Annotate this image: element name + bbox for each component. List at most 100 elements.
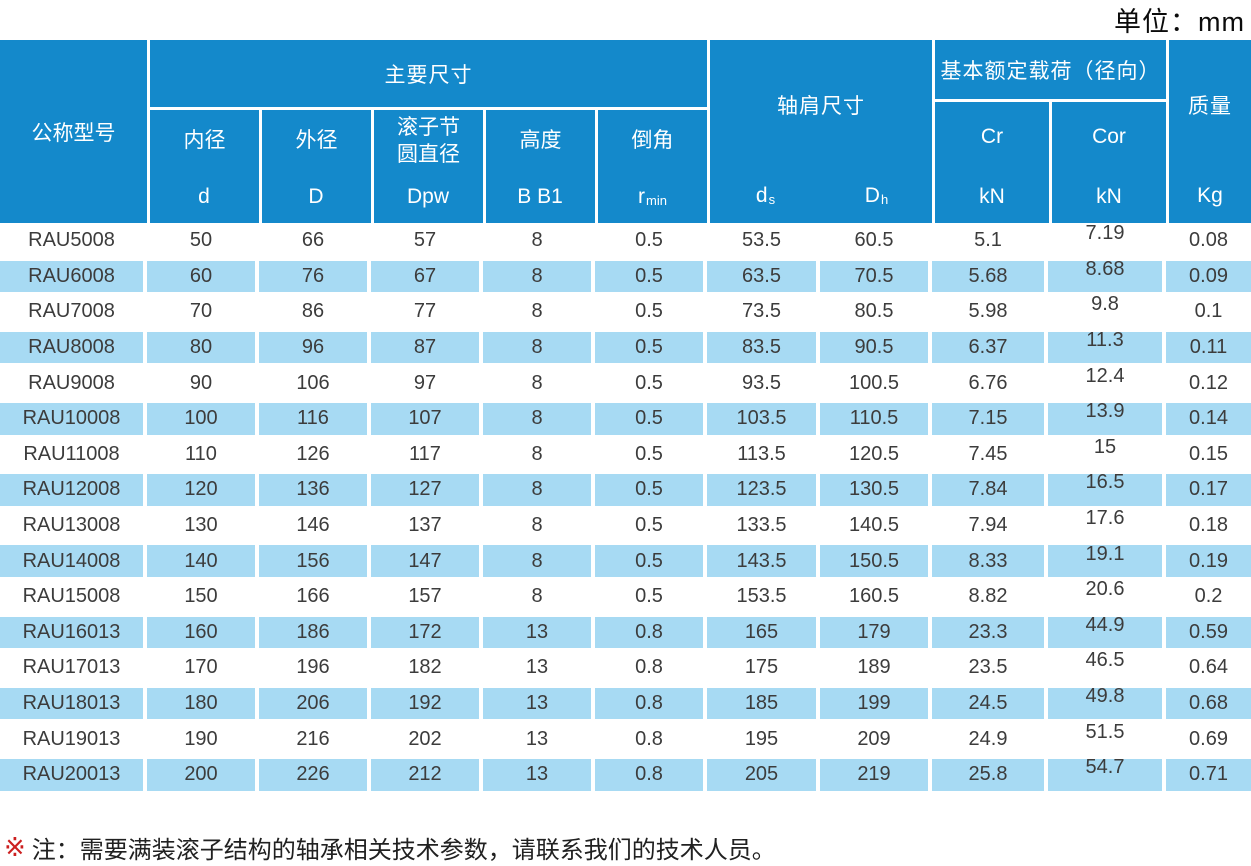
cell-inner-d: 150: [147, 578, 259, 615]
cell-mass: 0.1: [1166, 294, 1251, 330]
cell-cor: 20.6: [1048, 578, 1166, 615]
cell-cor: 11.3: [1048, 329, 1166, 366]
spec-table: 公称型号 主要尺寸 内径 d 外径 D 滚子节 圆直径 Dpw: [0, 40, 1251, 793]
cell-ds: 113.5: [707, 436, 820, 473]
cell-outer-d: 226: [259, 756, 371, 793]
cell-height: 13: [483, 650, 595, 686]
cell-ds: 165: [707, 614, 820, 651]
cell-cor: 15: [1048, 436, 1166, 473]
table-row: RAU13008 130 146 137 8 0.5 133.5 140.5 7…: [0, 507, 1251, 544]
cell-model: RAU16013: [0, 614, 147, 651]
cell-cor: 9.8: [1048, 293, 1166, 330]
cell-inner-d: 80: [147, 329, 259, 366]
cell-height: 8: [483, 258, 595, 295]
cell-chamfer: 0.5: [595, 294, 707, 330]
cell-dh: 140.5: [820, 507, 932, 544]
cell-inner-d: 90: [147, 365, 259, 401]
footnote-marker: ※: [4, 832, 26, 862]
cell-cr: 23.3: [932, 614, 1048, 651]
rated-load-subheaders: Cr kN Cor kN: [935, 102, 1166, 223]
cell-cor: 16.5: [1048, 471, 1166, 508]
col-header-chamfer: 倒角 r min: [595, 110, 707, 223]
cell-cor: 49.8: [1048, 685, 1166, 722]
cell-chamfer: 0.5: [595, 365, 707, 401]
cell-dpw: 172: [371, 614, 483, 651]
table-row: RAU19013 190 216 202 13 0.8 195 209 24.9…: [0, 721, 1251, 757]
cell-chamfer: 0.5: [595, 223, 707, 259]
cell-dpw: 77: [371, 294, 483, 330]
cell-height: 8: [483, 400, 595, 437]
cell-cr: 23.5: [932, 650, 1048, 686]
cell-outer-d: 156: [259, 543, 371, 579]
cell-dh: 60.5: [820, 223, 932, 259]
cell-mass: 0.69: [1166, 721, 1251, 757]
cell-inner-d: 170: [147, 650, 259, 686]
cell-model: RAU13008: [0, 507, 147, 544]
col-group-rated-load: 基本额定载荷（径向） Cr kN Cor kN: [932, 40, 1166, 223]
cell-cr: 7.45: [932, 436, 1048, 473]
cell-dh: 199: [820, 685, 932, 722]
cell-dpw: 137: [371, 507, 483, 544]
cell-height: 8: [483, 294, 595, 330]
cell-cr: 5.68: [932, 258, 1048, 295]
cell-inner-d: 130: [147, 507, 259, 544]
cell-inner-d: 100: [147, 400, 259, 437]
cell-mass: 0.2: [1166, 578, 1251, 615]
cell-height: 8: [483, 578, 595, 615]
table-header: 公称型号 主要尺寸 内径 d 外径 D 滚子节 圆直径 Dpw: [0, 40, 1251, 223]
cell-mass: 0.17: [1166, 472, 1251, 508]
shoulder-dims-title: 轴肩尺寸: [777, 94, 865, 118]
table-row: RAU10008 100 116 107 8 0.5 103.5 110.5 7…: [0, 400, 1251, 437]
cell-model: RAU6008: [0, 258, 147, 295]
cell-dh: 80.5: [820, 294, 932, 330]
table-row: RAU9008 90 106 97 8 0.5 93.5 100.5 6.76 …: [0, 365, 1251, 401]
cell-height: 8: [483, 543, 595, 579]
cell-outer-d: 146: [259, 507, 371, 544]
cell-ds: 195: [707, 721, 820, 757]
cell-outer-d: 206: [259, 685, 371, 722]
cell-chamfer: 0.5: [595, 258, 707, 295]
cell-inner-d: 50: [147, 223, 259, 259]
cell-outer-d: 66: [259, 223, 371, 259]
cell-outer-d: 116: [259, 400, 371, 437]
cell-ds: 175: [707, 650, 820, 686]
cell-inner-d: 110: [147, 436, 259, 473]
cell-dh: 120.5: [820, 436, 932, 473]
cell-dpw: 202: [371, 721, 483, 757]
cell-cr: 5.1: [932, 223, 1048, 259]
cell-inner-d: 160: [147, 614, 259, 651]
col-header-cor: Cor kN: [1049, 102, 1166, 223]
cell-cr: 24.9: [932, 721, 1048, 757]
cell-dpw: 157: [371, 578, 483, 615]
cell-mass: 0.14: [1166, 400, 1251, 437]
cell-mass: 0.64: [1166, 650, 1251, 686]
cell-height: 13: [483, 614, 595, 651]
cell-mass: 0.11: [1166, 329, 1251, 366]
cell-chamfer: 0.8: [595, 721, 707, 757]
cell-height: 8: [483, 436, 595, 473]
cell-ds: 123.5: [707, 472, 820, 508]
col-header-model: 公称型号: [0, 40, 147, 223]
cell-dh: 100.5: [820, 365, 932, 401]
col-group-main-dims: 主要尺寸 内径 d 外径 D 滚子节 圆直径 Dpw 高度: [147, 40, 707, 223]
cell-dh: 179: [820, 614, 932, 651]
table-row: RAU5008 50 66 57 8 0.5 53.5 60.5 5.1 7.1…: [0, 222, 1251, 259]
cell-model: RAU14008: [0, 543, 147, 579]
cell-dpw: 212: [371, 756, 483, 793]
cell-outer-d: 216: [259, 721, 371, 757]
table-row: RAU12008 120 136 127 8 0.5 123.5 130.5 7…: [0, 471, 1251, 508]
cell-outer-d: 126: [259, 436, 371, 473]
cell-chamfer: 0.5: [595, 507, 707, 544]
cell-mass: 0.18: [1166, 507, 1251, 544]
cell-cr: 6.37: [932, 329, 1048, 366]
cell-cr: 7.15: [932, 400, 1048, 437]
footnote: ※ 注：需要满装滚子结构的轴承相关技术参数，请联系我们的技术人员。: [4, 830, 776, 865]
cell-mass: 0.12: [1166, 365, 1251, 401]
cell-dpw: 192: [371, 685, 483, 722]
cell-ds: 83.5: [707, 329, 820, 366]
cell-inner-d: 120: [147, 472, 259, 508]
cell-model: RAU15008: [0, 578, 147, 615]
table-row: RAU11008 110 126 117 8 0.5 113.5 120.5 7…: [0, 436, 1251, 473]
